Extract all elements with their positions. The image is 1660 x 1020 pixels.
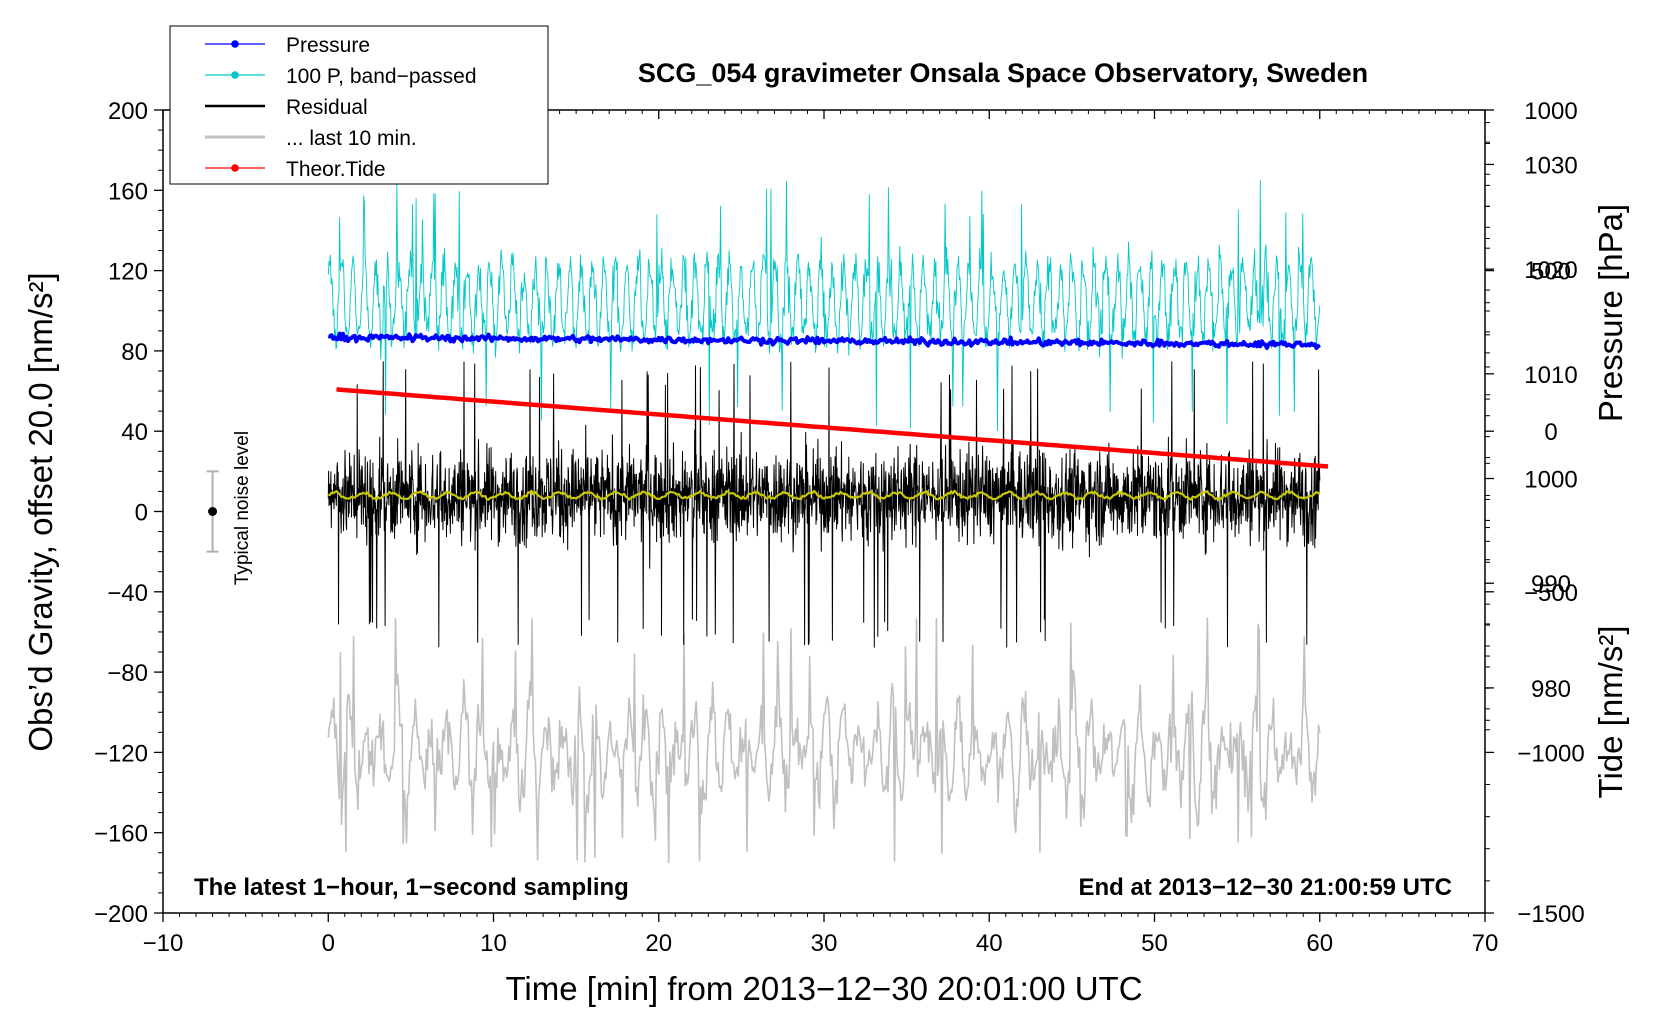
legend-entry-label: Pressure bbox=[286, 34, 370, 57]
pressure-tick-label: 1000 bbox=[1524, 467, 1577, 494]
legend-entry-label: Residual bbox=[286, 96, 368, 119]
series-pressure bbox=[327, 331, 1321, 351]
series-residual-smoothed- bbox=[328, 489, 1321, 501]
sampling-annotation: The latest 1−hour, 1−second sampling bbox=[194, 874, 629, 901]
y-tick-label: 0 bbox=[135, 500, 148, 527]
y-tick-label: −160 bbox=[94, 821, 148, 848]
x-axis-title: Time [min] from 2013−12−30 20:01:00 UTC bbox=[505, 970, 1142, 1007]
tide-tick-label: −1500 bbox=[1517, 901, 1584, 928]
legend-entry-label: ... last 10 min. bbox=[286, 127, 417, 150]
tide-tick-label: 500 bbox=[1531, 259, 1571, 286]
y-axis-title-left: Obs’d Gravity, offset 20.0 [nm/s²] bbox=[22, 272, 59, 751]
y-axis-title-pressure: Pressure [hPa] bbox=[1592, 204, 1629, 422]
y-tick-label: 40 bbox=[121, 419, 148, 446]
x-tick-label: 50 bbox=[1141, 930, 1168, 957]
series--last-10-min- bbox=[327, 617, 1321, 864]
x-tick-label: 0 bbox=[322, 930, 335, 957]
ticks-layer bbox=[154, 109, 1494, 922]
x-tick-label: 60 bbox=[1306, 930, 1333, 957]
legend-entry-label: 100 P, band−passed bbox=[286, 65, 477, 88]
tick-labels-layer: −10 0 10 20 30 40 50 60 70−200−160−120−80−400408… bbox=[94, 98, 1585, 957]
series-100-p-band-passed bbox=[327, 179, 1321, 431]
legend-swatch-dot bbox=[231, 164, 239, 172]
legend-swatch-dot bbox=[231, 71, 239, 79]
pressure-tick-label: 1010 bbox=[1524, 362, 1577, 389]
pressure-tick-label: 1030 bbox=[1524, 152, 1577, 179]
y-tick-label: 160 bbox=[108, 178, 148, 205]
pressure-tick-label: 990 bbox=[1531, 571, 1571, 598]
y-axis-title-tide: Tide [nm/s²] bbox=[1592, 626, 1629, 799]
legend: Pressure 100 P, band−passed Residual ... la… bbox=[169, 25, 549, 185]
y-tick-label: 120 bbox=[108, 259, 148, 286]
noise-level-indicator bbox=[206, 470, 219, 553]
y-tick-label: 200 bbox=[108, 98, 148, 125]
y-tick-label: −200 bbox=[94, 901, 148, 928]
x-tick-label: 40 bbox=[976, 930, 1003, 957]
y-tick-label: −120 bbox=[94, 740, 148, 767]
legend-swatch-dot bbox=[231, 40, 239, 48]
x-tick-label: −10 bbox=[143, 930, 184, 957]
end-time-annotation: End at 2013−12−30 21:00:59 UTC bbox=[1078, 874, 1452, 901]
x-tick-label: 20 bbox=[645, 930, 672, 957]
pressure-tick-label: 1020 bbox=[1524, 257, 1577, 284]
series-residual bbox=[327, 361, 1321, 648]
tide-tick-label: 1000 bbox=[1524, 98, 1577, 125]
tide-tick-label: −1000 bbox=[1517, 740, 1584, 767]
x-tick-label: 30 bbox=[811, 930, 838, 957]
x-tick-label: 10 bbox=[480, 930, 507, 957]
y-tick-label: 80 bbox=[121, 339, 148, 366]
tide-tick-label: −500 bbox=[1524, 580, 1578, 607]
x-tick-label: 70 bbox=[1472, 930, 1499, 957]
noise-center-dot bbox=[208, 507, 218, 516]
y-tick-label: −40 bbox=[107, 580, 148, 607]
series-layer bbox=[327, 179, 1329, 864]
pressure-tick-label: 980 bbox=[1531, 676, 1571, 703]
tide-tick-label: 0 bbox=[1544, 419, 1557, 446]
series-theor-tide bbox=[336, 387, 1329, 469]
noise-level-label: Typical noise level bbox=[232, 431, 253, 585]
y-tick-label: −80 bbox=[107, 660, 148, 687]
chart-title: SCG_054 gravimeter Onsala Space Observat… bbox=[638, 58, 1368, 88]
legend-entry-label: Theor.Tide bbox=[286, 158, 386, 181]
